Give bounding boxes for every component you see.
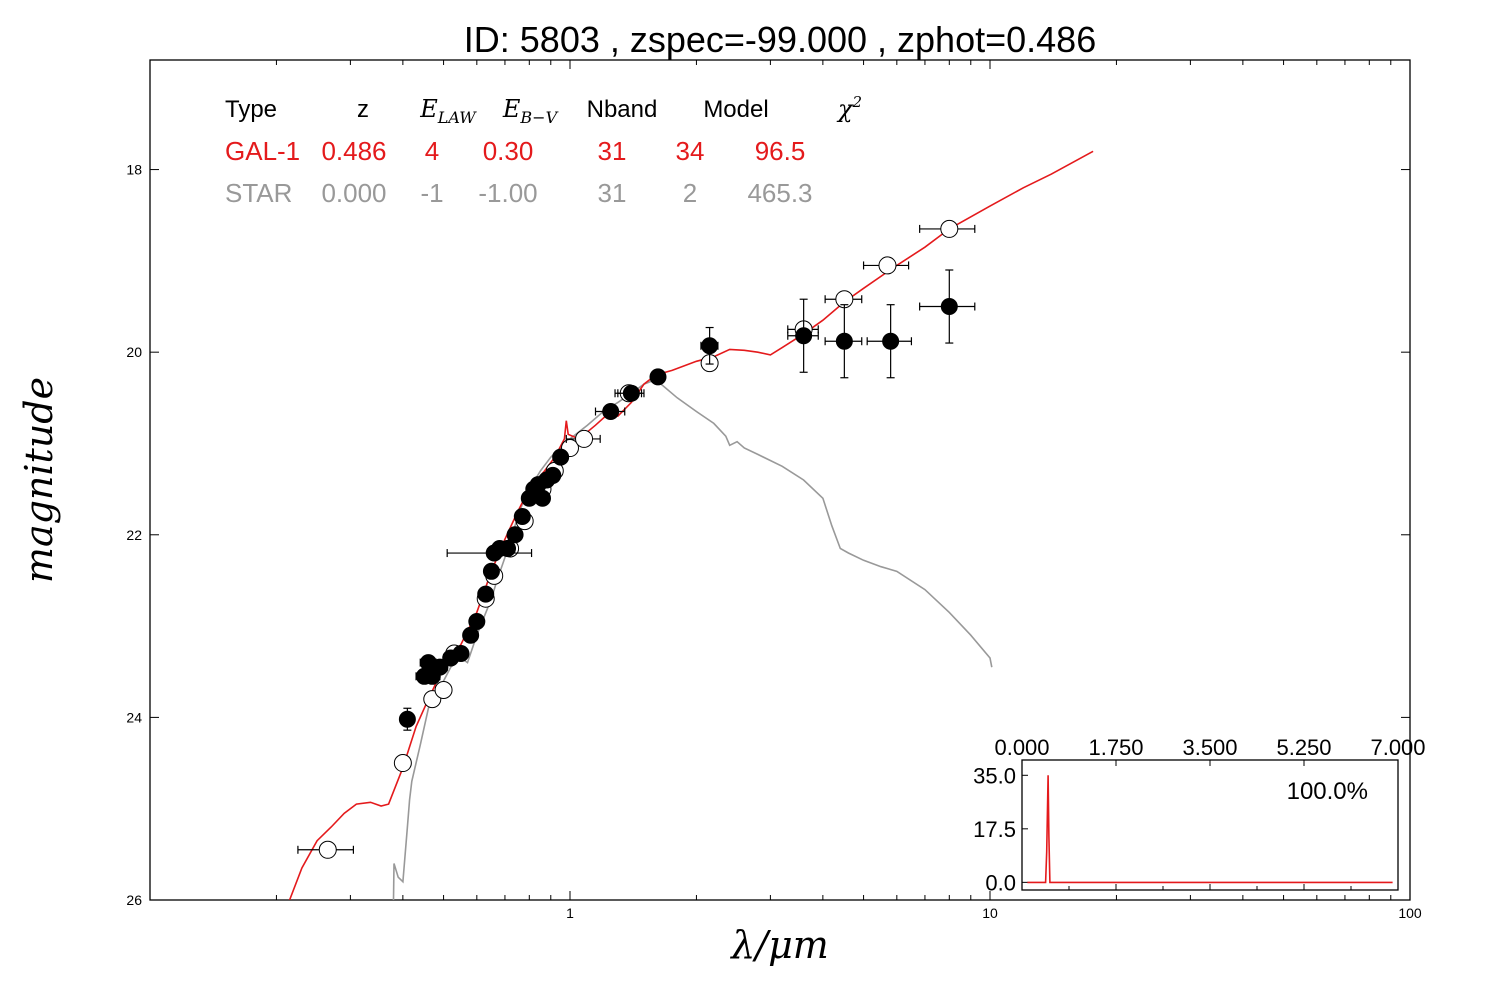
main-frame <box>149 59 1411 901</box>
table-cell-star: 465.3 <box>747 178 812 208</box>
table-cell-gal-1: 31 <box>598 136 627 166</box>
model-point <box>940 219 959 238</box>
inset-x-tick-label: 7.000 <box>1370 735 1425 760</box>
observed-point <box>513 508 531 526</box>
observed-point <box>477 585 495 603</box>
model-point <box>575 429 594 448</box>
observed-point <box>940 298 958 316</box>
observed-point <box>431 658 449 676</box>
observed-point <box>649 368 667 386</box>
pdz-inset-plot: 0.000 1.750 3.500 5.250 7.000 35.0 17.5 0.0 100.… <box>973 735 1425 895</box>
figure-title: ID: 5803 , zspec=-99.000 , zphot=0.486 <box>464 19 1096 60</box>
observed-point <box>622 384 640 402</box>
x-tick-label: 100 <box>1398 905 1422 921</box>
table-cell-gal-1: 4 <box>425 136 439 166</box>
table-cell-star: 0.000 <box>321 178 386 208</box>
pdz-percentage: 100.0% <box>1287 778 1368 805</box>
y-tick-label: 24 <box>126 709 142 725</box>
observed-point <box>602 403 620 421</box>
header-model: Model <box>703 96 768 123</box>
header-ebv: EB−V <box>502 95 559 127</box>
header-chi2: χ2 <box>836 93 862 123</box>
observed-point <box>499 539 517 557</box>
table-cell-gal-1: GAL-1 <box>225 136 300 166</box>
table-cell-star: -1.00 <box>478 178 537 208</box>
x-tick-label: 10 <box>982 905 998 921</box>
table-cell-gal-1: 96.5 <box>755 136 806 166</box>
table-cell-gal-1: 34 <box>676 136 705 166</box>
fit-results-table: Type z ELAW EB−V Nband Model χ2 GAL-1 0.4… <box>225 93 862 208</box>
header-type: Type <box>225 96 277 123</box>
inset-x-tick-label: 5.250 <box>1276 735 1331 760</box>
observed-point <box>398 710 416 728</box>
inset-x-tick-label: 3.500 <box>1182 735 1237 760</box>
model-point <box>878 256 897 275</box>
observed-point <box>835 332 853 350</box>
inset-y-tick-label: 17.5 <box>973 817 1016 842</box>
observed-point <box>552 448 570 466</box>
table-cell-star: STAR <box>225 178 292 208</box>
observed-point <box>506 526 524 544</box>
observed-point <box>882 332 900 350</box>
inset-y-tick-label: 0.0 <box>985 870 1016 895</box>
model-point <box>393 754 412 773</box>
header-z: z <box>357 96 369 123</box>
header-nband: Nband <box>587 96 658 123</box>
y-axis-label: magnitude <box>17 377 61 583</box>
inset-x-tick-label: 0.000 <box>994 735 1049 760</box>
observed-point <box>795 327 813 345</box>
x-tick-label: 1 <box>566 905 574 921</box>
table-cell-star: 2 <box>683 178 697 208</box>
y-tick-label: 18 <box>126 162 142 178</box>
y-tick-label: 26 <box>126 892 142 908</box>
table-cell-gal-1: 0.30 <box>483 136 534 166</box>
model-point <box>434 681 453 699</box>
observed-point <box>544 466 562 484</box>
observed-point <box>533 489 551 507</box>
inset-x-tick-label: 1.750 <box>1088 735 1143 760</box>
table-cell-star: 31 <box>598 178 627 208</box>
inset-y-tick-label: 35.0 <box>973 763 1016 788</box>
table-cell-gal-1: 0.486 <box>321 136 386 166</box>
table-cell-star: -1 <box>420 178 443 208</box>
observed-point <box>701 337 719 355</box>
header-elaw: ELAW <box>419 95 477 127</box>
sed-line-star <box>392 378 993 900</box>
pdz-curve <box>1027 775 1393 884</box>
observed-point <box>482 562 500 580</box>
y-tick-label: 22 <box>126 527 142 543</box>
y-tick-label: 20 <box>126 344 142 360</box>
x-axis-label: λ/μm <box>729 923 829 967</box>
observed-point <box>468 613 486 631</box>
model-point <box>318 840 337 859</box>
observed-point <box>452 644 470 662</box>
